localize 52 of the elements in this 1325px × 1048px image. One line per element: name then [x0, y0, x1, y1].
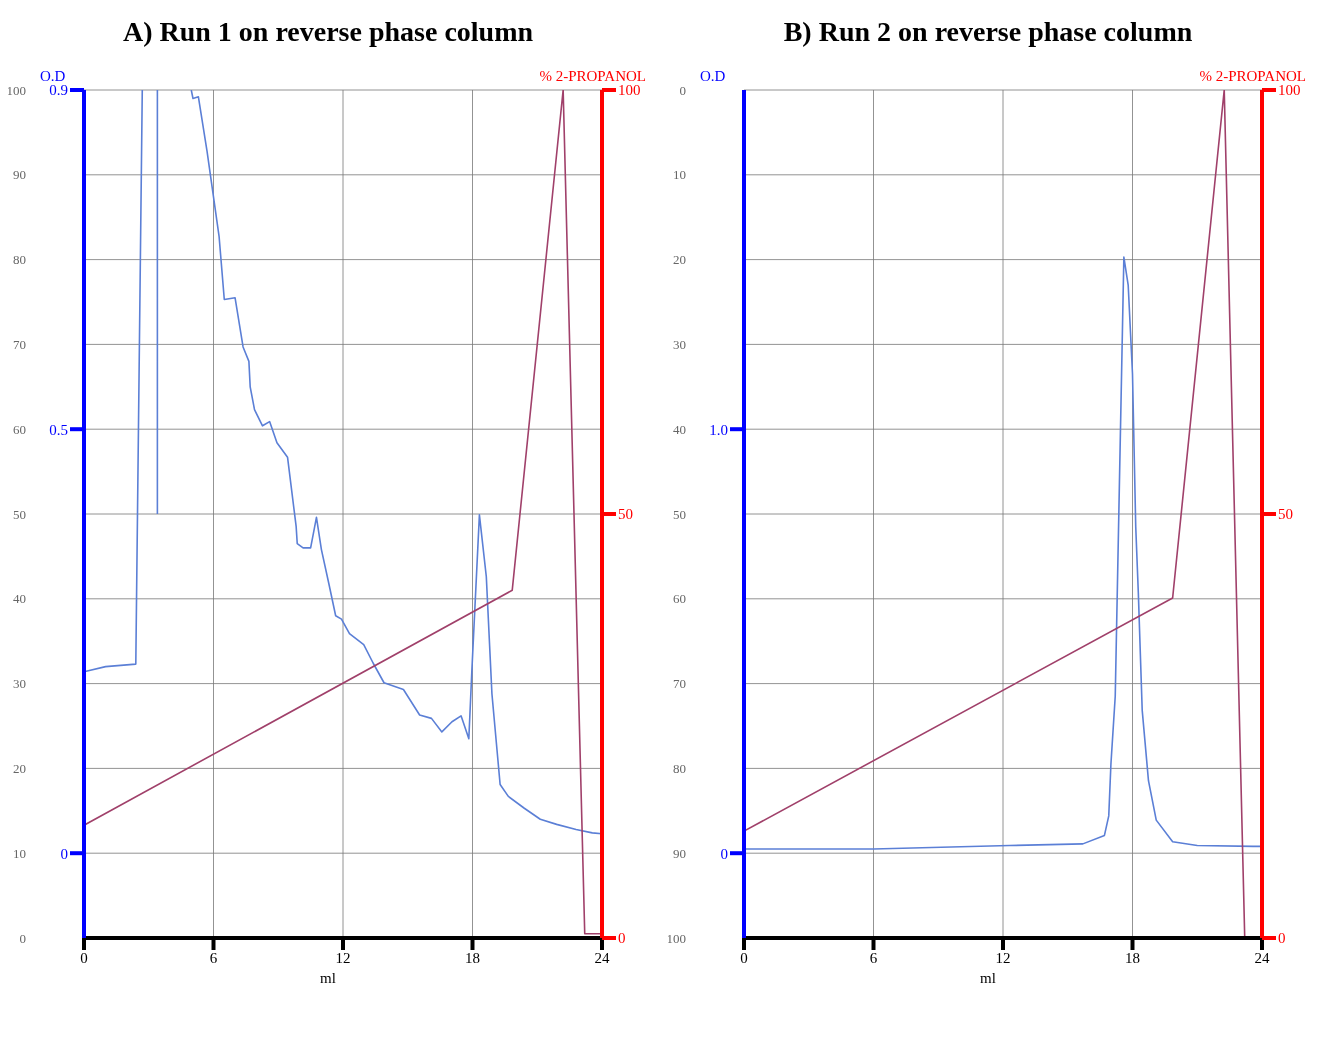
y3-tick-label: 80: [13, 252, 26, 268]
x-tick-label: 12: [995, 949, 1011, 966]
y3-tick-label: 40: [673, 421, 686, 437]
y3-tick-label: 10: [673, 167, 686, 183]
chart-title: A) Run 1 on reverse phase column: [121, 16, 535, 48]
y3-tick-label: 90: [13, 167, 26, 183]
x-tick-label: 24: [594, 949, 610, 966]
y-tick-label: 0.5: [49, 421, 68, 438]
y-tick-label: 1.0: [709, 421, 728, 438]
y3-tick-label: 20: [13, 761, 26, 777]
x-tick-label: 6: [869, 949, 878, 966]
x-tick-label: 0: [740, 949, 748, 966]
y3-tick-label: 20: [673, 252, 686, 268]
y-axis-title: O.D: [700, 68, 726, 85]
x-axis-title: ml: [979, 970, 997, 987]
line-series: [744, 90, 1246, 938]
y3-tick-label: 30: [673, 337, 686, 353]
x-tick-label: 12: [335, 949, 351, 966]
y3-tick-label: 0: [19, 930, 26, 946]
y3-tick-label: 50: [673, 506, 686, 522]
y3-tick-label: 60: [13, 421, 26, 437]
line-series: [744, 256, 1262, 850]
x-tick-label: 0: [80, 949, 88, 966]
y3-tick-label: 70: [673, 676, 686, 692]
y-tick-label: 0.9: [49, 82, 68, 99]
x-tick-label: 6: [209, 949, 218, 966]
y2-tick-label: 0: [618, 930, 626, 947]
y-tick-label: 0: [60, 845, 68, 862]
y3-tick-label: 50: [13, 506, 26, 522]
x-tick-label: 18: [465, 949, 480, 966]
y2-tick-label: 100: [618, 82, 641, 99]
x-tick-label: 18: [1125, 949, 1140, 966]
y3-tick-label: 60: [673, 591, 686, 607]
y3-tick-label: 40: [13, 591, 26, 607]
y-axis-title: O.D: [40, 68, 66, 85]
y3-tick-label: 30: [13, 676, 26, 692]
y2-tick-label: 0: [1278, 930, 1286, 947]
y3-tick-label: 90: [673, 845, 686, 861]
y2-tick-label: 100: [1278, 82, 1301, 99]
x-axis-title: ml: [319, 970, 337, 987]
chart-title: B) Run 2 on reverse phase column: [782, 16, 1194, 48]
y3-tick-label: 70: [13, 337, 26, 353]
y3-tick-label: 0: [679, 82, 686, 98]
y2-axis-title: % 2-PROPANOL: [1199, 68, 1306, 85]
x-tick-label: 24: [1254, 949, 1270, 966]
y3-tick-label: 80: [673, 761, 686, 777]
y2-tick-label: 50: [1278, 506, 1293, 523]
y3-tick-label: 10: [13, 845, 26, 861]
y2-axis-title: % 2-PROPANOL: [539, 68, 646, 85]
y3-tick-label: 100: [6, 82, 26, 98]
y2-tick-label: 50: [618, 506, 633, 523]
y3-tick-label: 100: [666, 930, 686, 946]
